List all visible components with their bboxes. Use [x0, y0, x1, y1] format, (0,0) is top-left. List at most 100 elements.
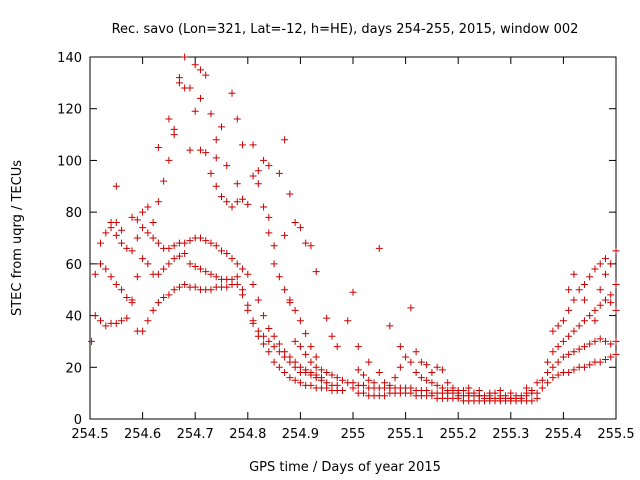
- data-point: [407, 358, 415, 366]
- data-point: [275, 169, 283, 177]
- data-point: [191, 61, 199, 69]
- data-point: [181, 250, 189, 258]
- data-point: [302, 366, 310, 374]
- x-axis: 254.5 254.6 254.7 254.8 254.9 255 255.1 255.2 25…: [71, 57, 635, 442]
- data-point: [302, 350, 310, 358]
- data-point: [360, 371, 368, 379]
- data-point: [265, 162, 273, 170]
- data-point: [533, 389, 541, 397]
- data-point: [265, 229, 273, 237]
- data-point: [312, 371, 320, 379]
- x-tick-label: 254.5: [71, 427, 108, 442]
- data-point: [596, 260, 604, 268]
- data-point: [149, 234, 157, 242]
- data-point: [160, 293, 168, 301]
- data-point: [612, 350, 620, 358]
- data-point: [559, 337, 567, 345]
- data-point: [239, 286, 247, 294]
- data-point: [112, 281, 120, 289]
- data-point: [612, 337, 620, 345]
- data-point: [291, 376, 299, 384]
- data-point: [102, 229, 110, 237]
- data-point: [502, 392, 510, 400]
- data-point: [601, 356, 609, 364]
- data-point: [165, 291, 173, 299]
- data-point: [396, 343, 404, 351]
- data-point: [549, 327, 557, 335]
- data-point: [607, 260, 615, 268]
- data-point: [244, 306, 252, 314]
- data-point: [444, 379, 452, 387]
- data-point: [570, 366, 578, 374]
- data-point: [575, 345, 583, 353]
- data-point: [591, 337, 599, 345]
- data-point: [144, 260, 152, 268]
- data-point: [149, 218, 157, 226]
- data-point: [412, 368, 420, 376]
- data-point: [307, 343, 315, 351]
- data-point: [286, 190, 294, 198]
- data-point: [559, 353, 567, 361]
- x-tick-label: 255.1: [387, 427, 424, 442]
- data-point: [128, 296, 136, 304]
- data-point: [196, 234, 204, 242]
- data-point: [228, 89, 236, 97]
- data-point: [360, 389, 368, 397]
- plot-border: [89, 56, 617, 420]
- x-tick-label: 255.2: [440, 427, 477, 442]
- data-point: [102, 322, 110, 330]
- data-point: [218, 123, 225, 131]
- data-point: [175, 74, 183, 82]
- data-point: [470, 389, 478, 397]
- data-point: [249, 172, 257, 180]
- data-point: [212, 154, 220, 162]
- data-point: [202, 268, 210, 276]
- data-point: [233, 180, 241, 188]
- data-point: [612, 247, 620, 255]
- data-point: [270, 242, 278, 250]
- data-point: [223, 283, 231, 291]
- y-tick-label: 60: [65, 258, 82, 273]
- data-point: [607, 299, 615, 307]
- data-point: [523, 384, 531, 392]
- data-point: [328, 371, 336, 379]
- data-point: [507, 389, 515, 397]
- data-point: [133, 234, 141, 242]
- data-point: [596, 301, 604, 309]
- data-point: [565, 368, 573, 376]
- data-point: [438, 384, 446, 392]
- data-point: [365, 358, 373, 366]
- data-point: [191, 107, 199, 115]
- data-point: [88, 337, 96, 345]
- data-point: [144, 203, 152, 211]
- data-point: [554, 343, 562, 351]
- data-point: [265, 325, 273, 332]
- data-point: [249, 319, 257, 327]
- data-point: [580, 296, 588, 304]
- data-point: [601, 255, 609, 263]
- data-point: [202, 237, 210, 245]
- data-point: [165, 260, 173, 268]
- data-point: [244, 200, 252, 208]
- data-point: [317, 366, 325, 374]
- chart-title: Rec. savo (Lon=321, Lat=-12, h=HE), days…: [112, 22, 579, 37]
- data-point: [223, 198, 231, 206]
- data-point: [286, 296, 294, 304]
- data-point: [112, 319, 120, 327]
- y-tick-label: 120: [57, 103, 82, 118]
- data-point: [118, 239, 126, 247]
- data-point: [254, 296, 262, 304]
- data-point: [570, 348, 578, 356]
- data-point: [391, 374, 399, 382]
- data-point: [575, 286, 583, 294]
- data-point: [360, 381, 368, 389]
- x-tick-label: 255.4: [545, 427, 582, 442]
- data-point: [312, 363, 320, 371]
- data-point: [265, 348, 273, 356]
- data-point: [270, 260, 278, 268]
- data-point: [144, 229, 152, 237]
- data-point: [528, 397, 536, 405]
- data-point: [517, 392, 525, 400]
- data-point: [307, 381, 315, 389]
